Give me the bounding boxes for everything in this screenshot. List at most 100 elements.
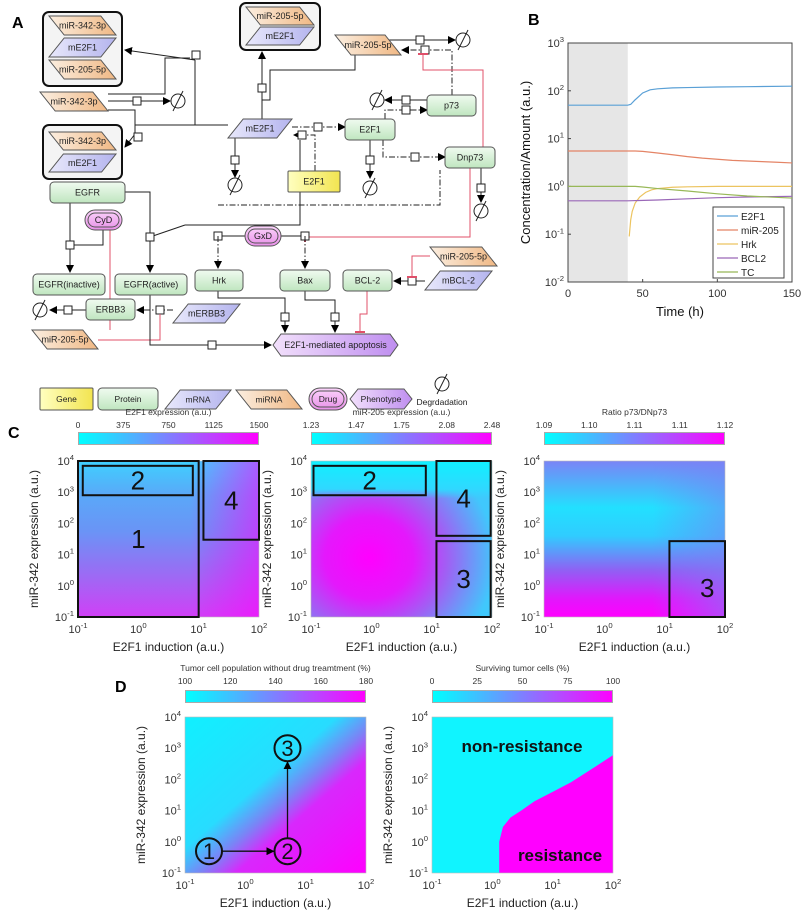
y-tick-label: 102 xyxy=(290,515,307,530)
legend-mrna xyxy=(163,389,233,410)
colorbar-tick-label: 750 xyxy=(161,420,175,430)
x-tick-label: 100 xyxy=(708,288,726,300)
node-label: mERBB3 xyxy=(188,309,225,319)
node-label: Dnp73 xyxy=(457,153,484,163)
y-tick-label: 103 xyxy=(57,484,74,499)
y-axis-label: miR-342 expression (a.u.) xyxy=(27,470,41,608)
x-axis-label: E2F1 induction (a.u.) xyxy=(579,640,690,654)
edge xyxy=(304,168,471,242)
x-tick-label: 101 xyxy=(423,621,440,636)
x-tick-label: 100 xyxy=(237,877,254,892)
panel-label-c: C xyxy=(8,425,20,442)
legend-gene xyxy=(39,387,94,411)
x-axis-label: E2F1 induction (a.u.) xyxy=(346,640,457,654)
colorbar-tick-label: 0 xyxy=(76,420,81,430)
series-line-mir-205 xyxy=(568,150,793,164)
process-node xyxy=(313,122,323,132)
node-protein: p73 xyxy=(426,94,477,117)
process-node xyxy=(330,312,340,322)
process-node xyxy=(257,83,267,93)
region-box-2 xyxy=(81,464,194,497)
complex-member-label: miR-205-5p xyxy=(59,65,106,75)
region-box-4 xyxy=(202,460,261,541)
process-node xyxy=(401,105,411,115)
y-axis-label: miR-342 expression (a.u.) xyxy=(493,470,507,608)
colorbar-tick-label: 1125 xyxy=(205,420,224,430)
shaded-interval xyxy=(568,43,628,282)
y-tick-label: 101 xyxy=(164,803,181,818)
node-label: CyD xyxy=(95,215,113,225)
y-tick-label: 104 xyxy=(164,709,181,724)
colorbar-tick-label: 2.08 xyxy=(438,420,455,430)
y-tick-label: 10-1 xyxy=(409,865,428,880)
process-node xyxy=(132,96,142,106)
node-label: miR-205-5p xyxy=(41,335,88,345)
node-protein: Hrk xyxy=(194,269,244,292)
complex-member-label: miR-205-5p xyxy=(256,11,303,21)
region-label: 2 xyxy=(362,466,376,496)
x-tick-label: 102 xyxy=(605,877,622,892)
node-gene: E2F1 xyxy=(287,170,341,193)
complex-member xyxy=(47,37,118,58)
process-node xyxy=(207,340,217,350)
panel-label-a: A xyxy=(12,15,24,32)
degradation-icon xyxy=(455,29,471,51)
node-mrna: mE2F1 xyxy=(226,118,294,139)
colorbar-tick-label: 1.12 xyxy=(717,420,734,430)
legend-label: miRNA xyxy=(256,395,283,405)
edge xyxy=(194,60,228,126)
region-label: 4 xyxy=(456,483,470,513)
y-axis-label: Concentration/Amount (a.u.) xyxy=(518,81,533,244)
node-label: miR-205-5p xyxy=(344,40,391,50)
complex-member xyxy=(244,6,316,26)
y-tick-label: 102 xyxy=(57,515,74,530)
y-axis-label: miR-342 expression (a.u.) xyxy=(260,470,274,608)
colorbar-tick-label: 1.11 xyxy=(627,420,643,430)
panel-b-time-course-chart: B 0 50 100 150 10-2 10-1 100 101 102 103 Time (h) Co… xyxy=(518,12,801,319)
region-label: 3 xyxy=(700,573,714,603)
y-tick-label: 101 xyxy=(57,547,74,562)
complex-member-label: mE2F1 xyxy=(68,158,97,168)
edge xyxy=(108,57,190,95)
heatmap-mir205-expression xyxy=(311,461,492,617)
degradation-icon xyxy=(32,299,48,321)
y-tick-label: 104 xyxy=(57,453,74,468)
legend-mirna xyxy=(234,389,304,410)
region-box-4 xyxy=(435,460,492,537)
process-node xyxy=(297,130,307,140)
y-tick-label: 101 xyxy=(523,547,540,562)
colorbar-d1 xyxy=(185,690,366,703)
colorbar-tick-label: 50 xyxy=(518,676,528,686)
colorbar-tick-label: 0 xyxy=(430,676,435,686)
colorbar-tick-label: 2.48 xyxy=(484,420,501,430)
legend-protein xyxy=(97,387,159,411)
legend-label: Phenotype xyxy=(361,394,402,404)
state-label: 2 xyxy=(281,839,293,864)
panel-label-b: B xyxy=(528,12,540,29)
node-label: Hrk xyxy=(212,276,226,286)
y-tick-label: 100 xyxy=(164,834,181,849)
process-node xyxy=(420,45,430,55)
process-node xyxy=(407,276,417,286)
process-node xyxy=(365,155,375,165)
resistance-region xyxy=(499,755,613,873)
y-tick-label: 10-1 xyxy=(288,609,307,624)
degradation-icon xyxy=(473,200,489,222)
x-tick-label: 100 xyxy=(130,621,147,636)
node-label: E2F1 xyxy=(359,125,381,135)
node-protein: E2F1 xyxy=(344,118,396,141)
edge xyxy=(304,290,339,333)
node-phenotype: E2F1-mediated apoptosis xyxy=(272,333,399,357)
colorbar-tick-label: 1.75 xyxy=(393,420,410,430)
y-tick-label: 100 xyxy=(290,578,307,593)
colorbar-tick-label: 160 xyxy=(314,676,328,686)
y-axis-label: miR-342 expression (a.u.) xyxy=(381,726,395,864)
node-protein: ERBB3 xyxy=(85,298,136,321)
x-tick-label: 102 xyxy=(484,621,501,636)
legend-entry: miR-205 xyxy=(741,226,779,237)
x-tick-label: 150 xyxy=(783,288,801,300)
degradation-icon xyxy=(170,90,186,112)
colorbar-c3 xyxy=(544,432,725,445)
complex-0: miR-342-3p mE2F1 miR-205-5p xyxy=(42,11,123,87)
